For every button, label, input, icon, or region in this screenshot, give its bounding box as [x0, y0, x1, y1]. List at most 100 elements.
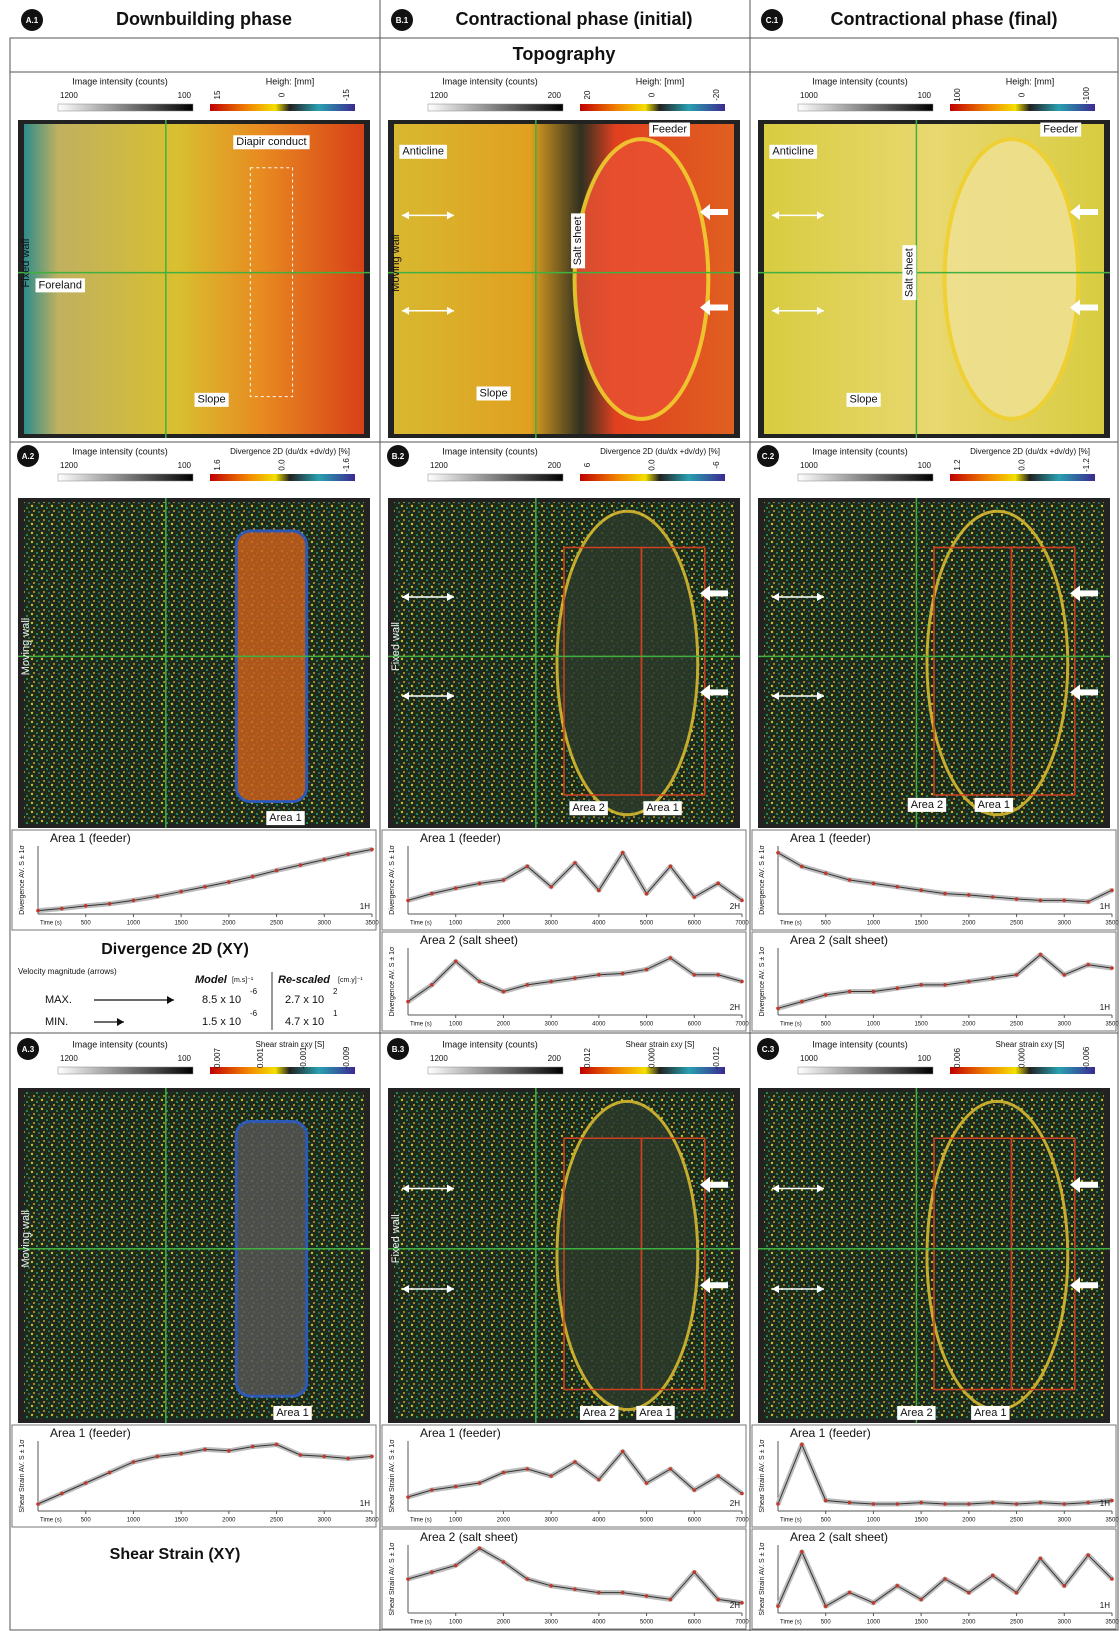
x-axis-label: Time (s): [40, 1518, 62, 1524]
image-label: Foreland: [39, 279, 82, 291]
y-axis-label: Shear Strain AV. S ± 1σ: [389, 1542, 396, 1616]
intensity-tick: 100: [918, 1054, 932, 1063]
chart-tag: 1H: [1100, 1003, 1110, 1012]
intensity-bar: [798, 104, 933, 111]
point: [967, 1591, 971, 1595]
chart-frame: [12, 1425, 376, 1527]
field-tick: 0.007: [213, 1047, 222, 1068]
point: [502, 878, 506, 882]
image-label: Area 2: [900, 1407, 932, 1419]
field-tick: 1.6: [213, 459, 222, 471]
point: [669, 1598, 673, 1602]
x-tick-label: 2500: [270, 1518, 284, 1524]
x-tick-label: 3000: [544, 1518, 558, 1524]
y-axis-label: Shear Strain AV. S ± 1σ: [19, 1439, 26, 1513]
field-bar: [580, 104, 725, 111]
x-axis-label: Time (s): [780, 1620, 802, 1626]
point: [132, 899, 136, 903]
x-tick-label: 2500: [1010, 1022, 1024, 1028]
x-tick-label: 4000: [592, 1620, 606, 1626]
point: [502, 990, 506, 994]
image-label: Area 1: [646, 802, 678, 814]
point: [525, 865, 529, 869]
point: [227, 1449, 231, 1453]
point: [1039, 899, 1043, 903]
point: [1110, 966, 1114, 970]
badge-label: B.3: [392, 1045, 405, 1054]
point: [597, 973, 601, 977]
field-tick: 0.000: [1018, 1047, 1027, 1068]
salt-body: [575, 139, 709, 419]
y-axis-label: Divergence AV. S ± 1σ: [389, 845, 396, 915]
x-tick-label: 5000: [640, 1022, 654, 1028]
field-tick: 100: [953, 88, 962, 102]
point: [597, 1478, 601, 1482]
point: [991, 976, 995, 980]
point: [1110, 1499, 1114, 1503]
point: [1062, 899, 1066, 903]
x-tick-label: 2000: [962, 1518, 976, 1524]
x-axis-label: Time (s): [410, 1022, 432, 1028]
x-tick-label: 3500: [1105, 921, 1119, 927]
legend-label: Image intensity (counts): [812, 76, 908, 86]
point: [967, 893, 971, 897]
point: [991, 1501, 995, 1505]
badge-label: A.2: [22, 452, 35, 461]
point: [84, 904, 88, 908]
chart-title: Area 2 (salt sheet): [420, 1530, 518, 1544]
x-axis-label: Time (s): [410, 921, 432, 927]
point: [692, 895, 696, 899]
point: [454, 1485, 458, 1489]
image-label: Area 1: [276, 1407, 308, 1419]
legend-label: Heigh: [mm]: [1006, 76, 1055, 86]
legend-label: Image intensity (counts): [72, 446, 168, 456]
intensity-tick: 1000: [800, 1054, 818, 1063]
col-unit: [cm.y]⁻¹: [338, 977, 363, 984]
point: [716, 973, 720, 977]
chart-tag: 1H: [1100, 902, 1110, 911]
field-tick: -0.001: [299, 1046, 308, 1069]
x-tick-label: 3000: [1058, 1518, 1072, 1524]
badge-label: B.1: [396, 16, 409, 25]
intensity-tick: 1200: [430, 461, 448, 470]
x-tick-label: 2500: [270, 921, 284, 927]
badge-label: A.1: [26, 16, 39, 25]
point: [1086, 900, 1090, 904]
point: [621, 1591, 625, 1595]
legend-label: Image intensity (counts): [72, 1039, 168, 1049]
point: [1062, 1502, 1066, 1506]
model-exp: -6: [250, 987, 258, 996]
point: [645, 892, 649, 896]
point: [406, 899, 410, 903]
point: [60, 907, 64, 911]
field-tick: -1.6: [342, 458, 351, 472]
x-tick-label: 7000: [735, 921, 749, 927]
x-axis-label: Time (s): [780, 1022, 802, 1028]
point: [621, 851, 625, 855]
point: [967, 980, 971, 984]
arrow-head: [117, 1018, 124, 1026]
point: [669, 865, 673, 869]
field-bar: [210, 1067, 355, 1074]
chart-title: Area 1 (feeder): [420, 1426, 501, 1440]
image-label: Anticline: [402, 146, 444, 158]
chart-tag: 1H: [1100, 1499, 1110, 1508]
x-tick-label: 1500: [174, 1518, 188, 1524]
field-tick: 0.0: [278, 459, 287, 471]
x-tick-label: 500: [821, 1620, 832, 1626]
point: [895, 986, 899, 990]
point: [824, 871, 828, 875]
point: [108, 1471, 112, 1475]
x-tick-label: 4000: [592, 1518, 606, 1524]
model-value: 8.5 x 10: [202, 994, 241, 1006]
y-axis-label: Divergence AV. S ± 1σ: [19, 845, 26, 915]
point: [895, 1502, 899, 1506]
point: [406, 1577, 410, 1581]
legend-label: Divergence 2D (du/dx +dv/dy) [%]: [970, 447, 1090, 456]
x-tick-label: 1500: [914, 921, 928, 927]
x-tick-label: 2000: [962, 1022, 976, 1028]
legend-label: Image intensity (counts): [442, 446, 538, 456]
rescaled-value: 4.7 x 10: [285, 1016, 324, 1028]
field-tick: -1.2: [1082, 458, 1091, 472]
point: [800, 1443, 804, 1447]
